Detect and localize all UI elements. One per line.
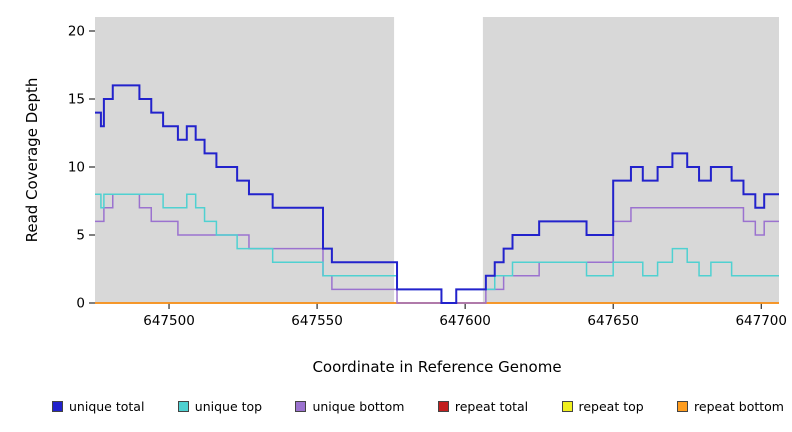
x-tick-label: 647600 [439, 313, 491, 329]
legend-label: unique total [69, 399, 145, 414]
x-tick-label: 647650 [587, 313, 639, 329]
legend-item-repeat-bottom: repeat bottom [677, 399, 784, 414]
y-tick-label: 20 [68, 24, 85, 40]
legend-swatch-icon [295, 401, 307, 412]
coverage-chart: 647500 647550 647600 647650 647700 0 5 10 15 20 C… [23, 17, 787, 376]
x-axis-title: Coordinate in Reference Genome [312, 358, 561, 376]
y-axis-title: Read Coverage Depth [23, 78, 41, 243]
legend-item-repeat-top: repeat top [561, 399, 644, 414]
x-tick-label: 647550 [291, 313, 343, 329]
legend-label: repeat top [578, 399, 644, 414]
x-tick-label: 647500 [143, 313, 195, 329]
legend-swatch-icon [177, 401, 189, 412]
series-unique-total [95, 84, 779, 304]
legend-item-unique-bottom: unique bottom [295, 399, 405, 414]
y-tick-label: 5 [76, 228, 85, 244]
legend-swatch-icon [52, 401, 63, 412]
legend-label: unique top [194, 399, 263, 414]
x-tick-label: 647700 [735, 313, 787, 329]
plot-area: 647500 647550 647600 647650 647700 0 5 10 15 20 [68, 17, 787, 329]
y-tick-label: 10 [68, 160, 85, 176]
y-tick-label: 0 [76, 296, 85, 312]
legend-item-unique-top: unique top [177, 399, 263, 414]
legend-item-repeat-total: repeat total [437, 399, 529, 414]
highlight-region [394, 17, 483, 303]
legend-label: unique bottom [312, 399, 405, 414]
legend-item-unique-total: unique total [52, 399, 144, 414]
legend-swatch-icon [437, 401, 449, 412]
legend-swatch-icon [677, 401, 689, 412]
legend-label: repeat total [454, 399, 529, 414]
legend-swatch-icon [561, 401, 573, 412]
chart-legend: unique total unique top unique bottom repea… [52, 399, 784, 414]
y-tick-label: 15 [68, 92, 85, 108]
legend-label: repeat bottom [694, 399, 784, 414]
